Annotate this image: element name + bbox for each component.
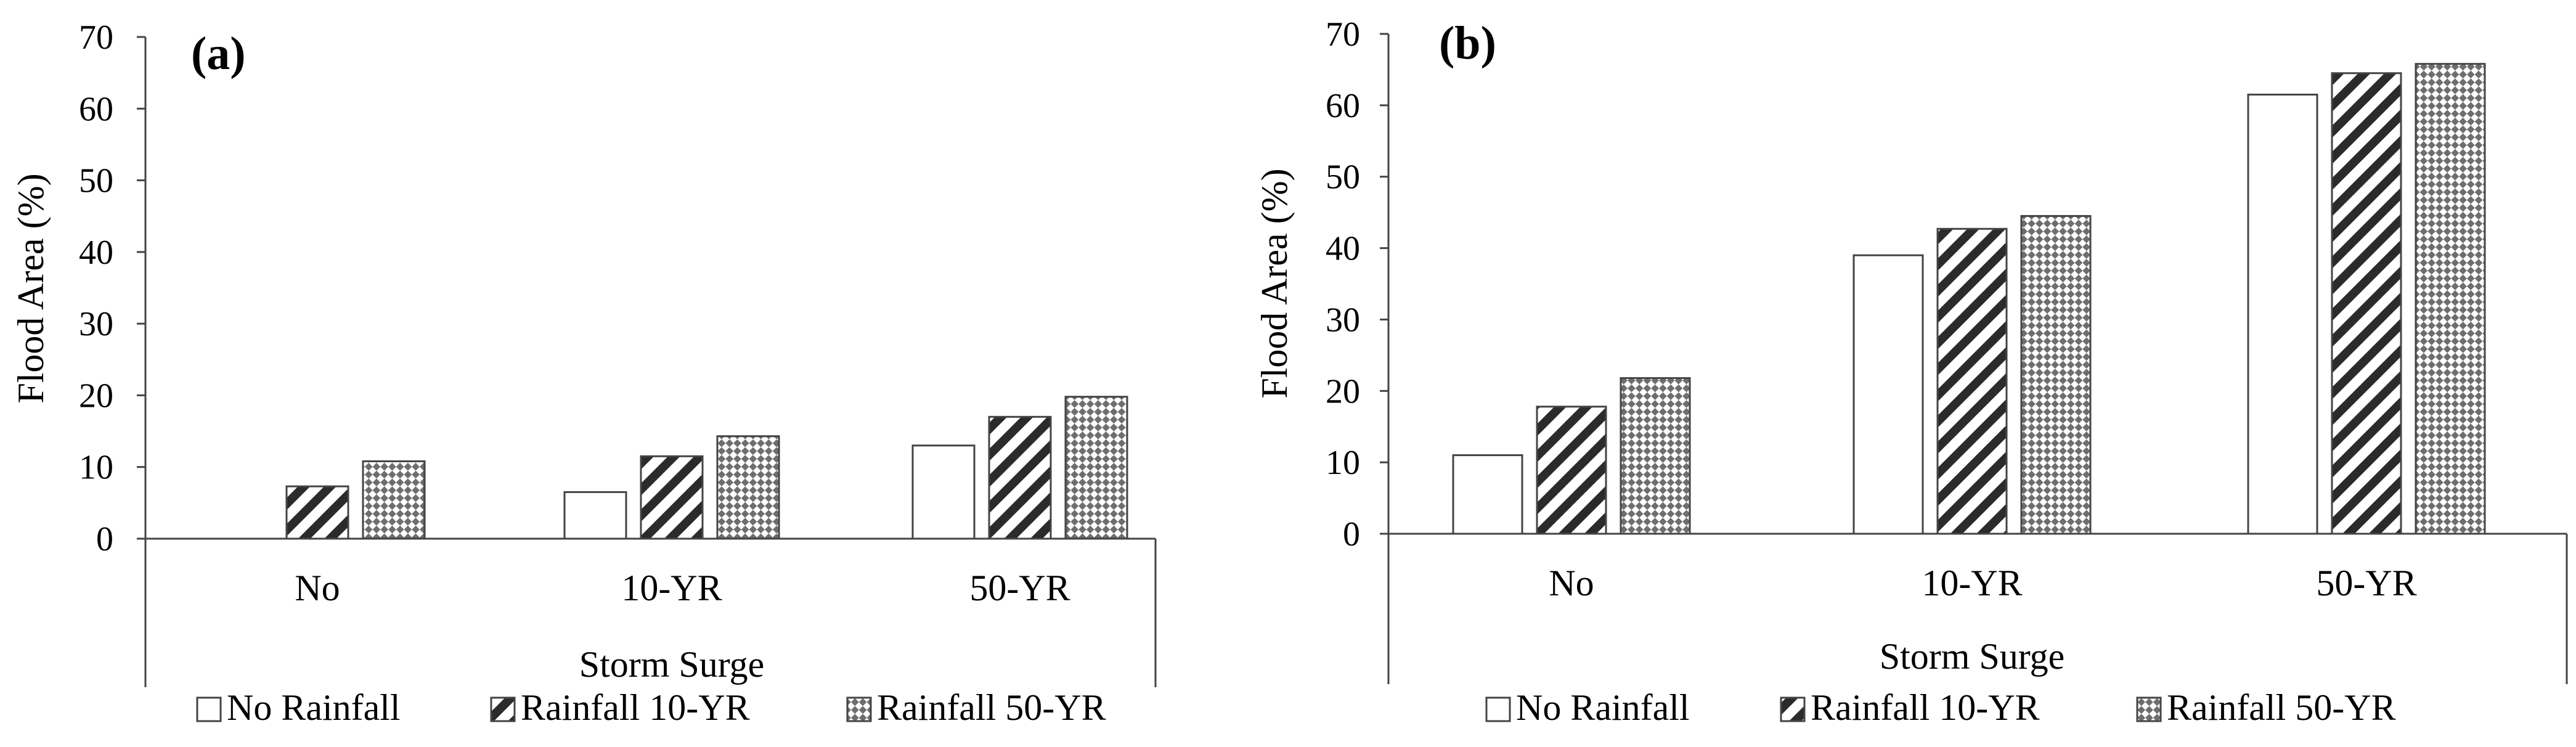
ticks-a: 0 10 20 30 40 50 60 70 [79, 18, 145, 558]
legend-label-no-rainfall-b: No Rainfall [1516, 687, 1690, 728]
y-tick-label: 0 [96, 520, 113, 558]
x-axis-title-a: Storm Surge [579, 644, 765, 685]
y-tick-label: 30 [1326, 301, 1360, 339]
y-tick-label: 30 [79, 305, 113, 343]
category-label: 10-YR [1922, 563, 2022, 603]
y-tick-label: 50 [1326, 158, 1360, 197]
bar-50-yr-rainfall-50-yr [2415, 63, 2486, 535]
bar-10-yr-rainfall-50-yr [716, 435, 780, 540]
panel-a: 0 10 20 30 40 50 60 70 No 10-YR 50-YR (a) Flood A… [10, 18, 1157, 728]
y-tick-label: 70 [79, 18, 113, 57]
y-axis-title-a: Flood Area (%) [10, 173, 51, 403]
legend-label-rainfall-10yr-b: Rainfall 10-YR [1811, 687, 2040, 728]
legend-swatch-rainfall-50yr-a [846, 696, 872, 722]
bar-no-no-rainfall [1452, 454, 1523, 535]
category-label: 50-YR [2316, 563, 2416, 603]
categories-b: No 10-YR 50-YR [1549, 563, 2416, 603]
y-axis-title-b: Flood Area (%) [1254, 168, 1295, 398]
legend-label-rainfall-50yr-a: Rainfall 50-YR [877, 687, 1106, 728]
y-tick-label: 60 [79, 90, 113, 128]
y-tick-label: 60 [1326, 87, 1360, 125]
y-tick-label: 40 [79, 234, 113, 272]
panel-b: 0 10 20 30 40 50 60 70 No 10-YR 50-YR (b) Flood A… [1254, 15, 2568, 728]
legend-label-rainfall-50yr-b: Rainfall 50-YR [2167, 687, 2396, 728]
categories-a: No 10-YR 50-YR [295, 568, 1070, 608]
y-tick-label: 20 [79, 377, 113, 415]
panel-label-a: (a) [191, 28, 246, 80]
category-label: 10-YR [621, 568, 722, 608]
y-tick-label: 10 [1326, 444, 1360, 482]
bar-50-yr-no-rainfall [911, 444, 976, 540]
bars-b [1452, 63, 2486, 535]
x-axis-title-b: Storm Surge [1880, 636, 2065, 677]
y-tick-label: 70 [1326, 15, 1360, 54]
bar-no-rainfall-10-yr [285, 485, 349, 540]
bar-10-yr-no-rainfall [563, 491, 627, 540]
category-label: No [295, 568, 340, 608]
bar-no-rainfall-10-yr [1536, 406, 1607, 535]
bar-50-yr-rainfall-10-yr [2331, 72, 2402, 535]
bar-10-yr-rainfall-50-yr [2020, 214, 2092, 535]
category-label: No [1549, 563, 1594, 603]
bar-10-yr-rainfall-10-yr [1936, 227, 2008, 535]
panel-label-b: (b) [1439, 17, 1496, 69]
legend-label-no-rainfall-a: No Rainfall [227, 687, 401, 728]
legend-label-rainfall-10yr-a: Rainfall 10-YR [521, 687, 750, 728]
y-tick-label: 40 [1326, 230, 1360, 268]
bars-a [285, 396, 1128, 540]
bar-50-yr-rainfall-50-yr [1064, 396, 1128, 540]
bar-10-yr-no-rainfall [1853, 254, 1924, 535]
legend-swatch-no-rainfall-b [1485, 696, 1511, 722]
bar-10-yr-rainfall-10-yr [640, 455, 704, 540]
y-tick-label: 0 [1343, 515, 1360, 553]
legend-swatch-rainfall-10yr-a [490, 696, 516, 722]
legend-swatch-no-rainfall-a [196, 696, 222, 722]
y-tick-label: 20 [1326, 372, 1360, 410]
legend-b: No Rainfall Rainfall 10-YR Rainfall 50-Y… [1485, 687, 2396, 728]
legend-swatch-rainfall-10yr-b [1780, 696, 1806, 722]
category-label: 50-YR [969, 568, 1070, 608]
legend-swatch-rainfall-50yr-b [2136, 696, 2162, 722]
legend-a: No Rainfall Rainfall 10-YR Rainfall 50-Y… [196, 687, 1106, 728]
y-tick-label: 50 [79, 162, 113, 200]
bar-no-rainfall-50-yr [1620, 377, 1691, 535]
bar-50-yr-no-rainfall [2247, 93, 2318, 535]
ticks-b: 0 10 20 30 40 50 60 70 [1326, 15, 1388, 553]
y-tick-label: 10 [79, 449, 113, 487]
bar-no-rainfall-50-yr [362, 460, 426, 540]
bar-50-yr-rainfall-10-yr [988, 415, 1052, 540]
